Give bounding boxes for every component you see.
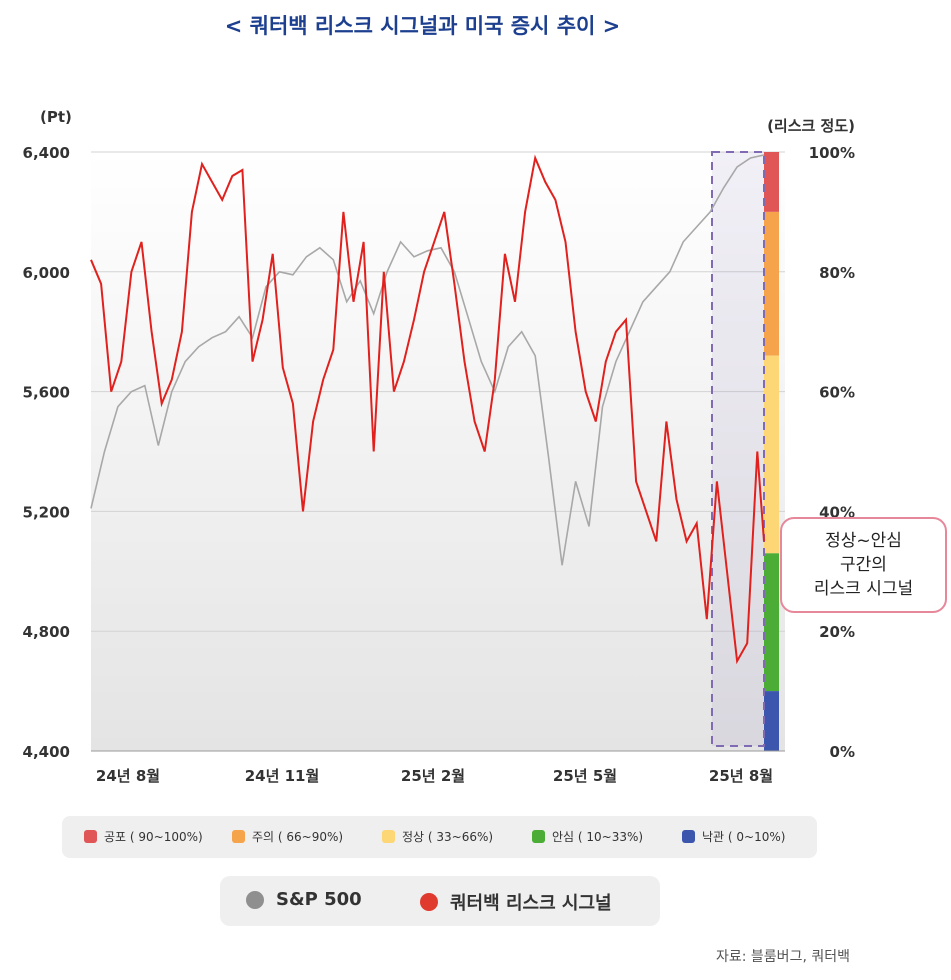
left-tick-label: 5,600 xyxy=(23,384,70,402)
legend-label-caution: 주의 ( 66~90%) xyxy=(252,830,344,844)
left-tick-label: 5,200 xyxy=(23,503,70,521)
right-tick-label: 80% xyxy=(819,264,855,282)
chart-title: < 쿼터백 리스크 시그널과 미국 증시 추이 > xyxy=(224,14,621,38)
x-tick-label: 25년 2월 xyxy=(401,767,465,785)
risk-bands xyxy=(764,152,779,751)
legend-item-normal: 정상 ( 33~66%) xyxy=(382,828,493,845)
right-tick-label: 100% xyxy=(809,144,855,162)
sp500-line xyxy=(90,154,765,566)
risk-band xyxy=(764,211,779,356)
plot-background xyxy=(91,152,785,751)
right-axis-label: (리스크 정도) xyxy=(767,117,855,135)
legend-label-optimism: 낙관 ( 0~10%) xyxy=(702,830,786,844)
highlight-region xyxy=(711,151,765,747)
series-legend: S&P 500 쿼터백 리스크 시그널 xyxy=(220,876,660,926)
legend-swatch-optimism xyxy=(682,830,695,843)
legend-label-normal: 정상 ( 33~66%) xyxy=(402,830,494,844)
x-tick-label: 25년 5월 xyxy=(553,767,617,785)
legend-swatch-caution xyxy=(232,830,245,843)
x-tick-label: 25년 8월 xyxy=(709,767,773,785)
left-tick-label: 4,800 xyxy=(23,623,70,641)
callout-line-1: 정상~안심 xyxy=(825,531,902,551)
series-dot-sp500 xyxy=(246,890,264,909)
risk-signal-line xyxy=(90,154,765,665)
right-tick-label: 40% xyxy=(819,503,855,521)
legend-item-optimism: 낙관 ( 0~10%) xyxy=(682,828,785,845)
series-label-sp500: S&P 500 xyxy=(276,889,362,910)
right-axis-ticks: 100% 80% 60% 40% 20% 0% xyxy=(809,144,855,761)
legend-label-fear: 공포 ( 90~100%) xyxy=(104,830,203,844)
x-axis-ticks: 24년 8월 24년 11월 25년 2월 25년 5월 25년 8월 xyxy=(96,767,773,785)
right-tick-label: 60% xyxy=(819,384,855,402)
left-tick-label: 4,400 xyxy=(23,743,70,761)
chart-svg: 6,400 6,000 5,600 5,200 4,800 4,400 100% 80% 60… xyxy=(23,108,855,785)
legend-item-relief: 안심 ( 10~33%) xyxy=(532,828,643,845)
left-axis-ticks: 6,400 6,000 5,600 5,200 4,800 4,400 xyxy=(23,144,70,761)
source-note: 자료: 블룸버그, 쿼터백 xyxy=(716,949,850,965)
callout-line-2: 구간의 xyxy=(840,555,887,575)
legend-swatch-fear xyxy=(84,830,97,843)
left-tick-label: 6,400 xyxy=(23,144,70,162)
left-axis-label: (Pt) xyxy=(40,108,72,126)
right-tick-label: 20% xyxy=(819,623,855,641)
x-tick-label: 24년 11월 xyxy=(245,767,320,785)
risk-legend: 공포 ( 90~100%) 주의 ( 66~90%) 정상 ( 33~66%) … xyxy=(62,816,817,858)
legend-swatch-relief xyxy=(532,830,545,843)
series-legend-signal: 쿼터백 리스크 시그널 xyxy=(420,889,612,915)
legend-item-fear: 공포 ( 90~100%) xyxy=(84,828,203,845)
legend-label-relief: 안심 ( 10~33%) xyxy=(552,830,644,844)
risk-callout: 정상~안심 구간의 리스크 시그널 xyxy=(780,517,947,613)
risk-band xyxy=(764,553,779,692)
callout-line-3: 리스크 시그널 xyxy=(813,579,914,599)
series-dot-signal xyxy=(420,893,438,911)
risk-band xyxy=(764,691,779,751)
legend-item-caution: 주의 ( 66~90%) xyxy=(232,828,343,845)
series-label-signal: 쿼터백 리스크 시그널 xyxy=(450,893,612,914)
right-tick-label: 0% xyxy=(830,743,855,761)
series-legend-sp500: S&P 500 xyxy=(246,889,362,910)
x-tick-label: 24년 8월 xyxy=(96,767,160,785)
risk-band xyxy=(764,152,779,212)
left-tick-label: 6,000 xyxy=(23,264,70,282)
risk-band xyxy=(764,355,779,554)
legend-swatch-normal xyxy=(382,830,395,843)
